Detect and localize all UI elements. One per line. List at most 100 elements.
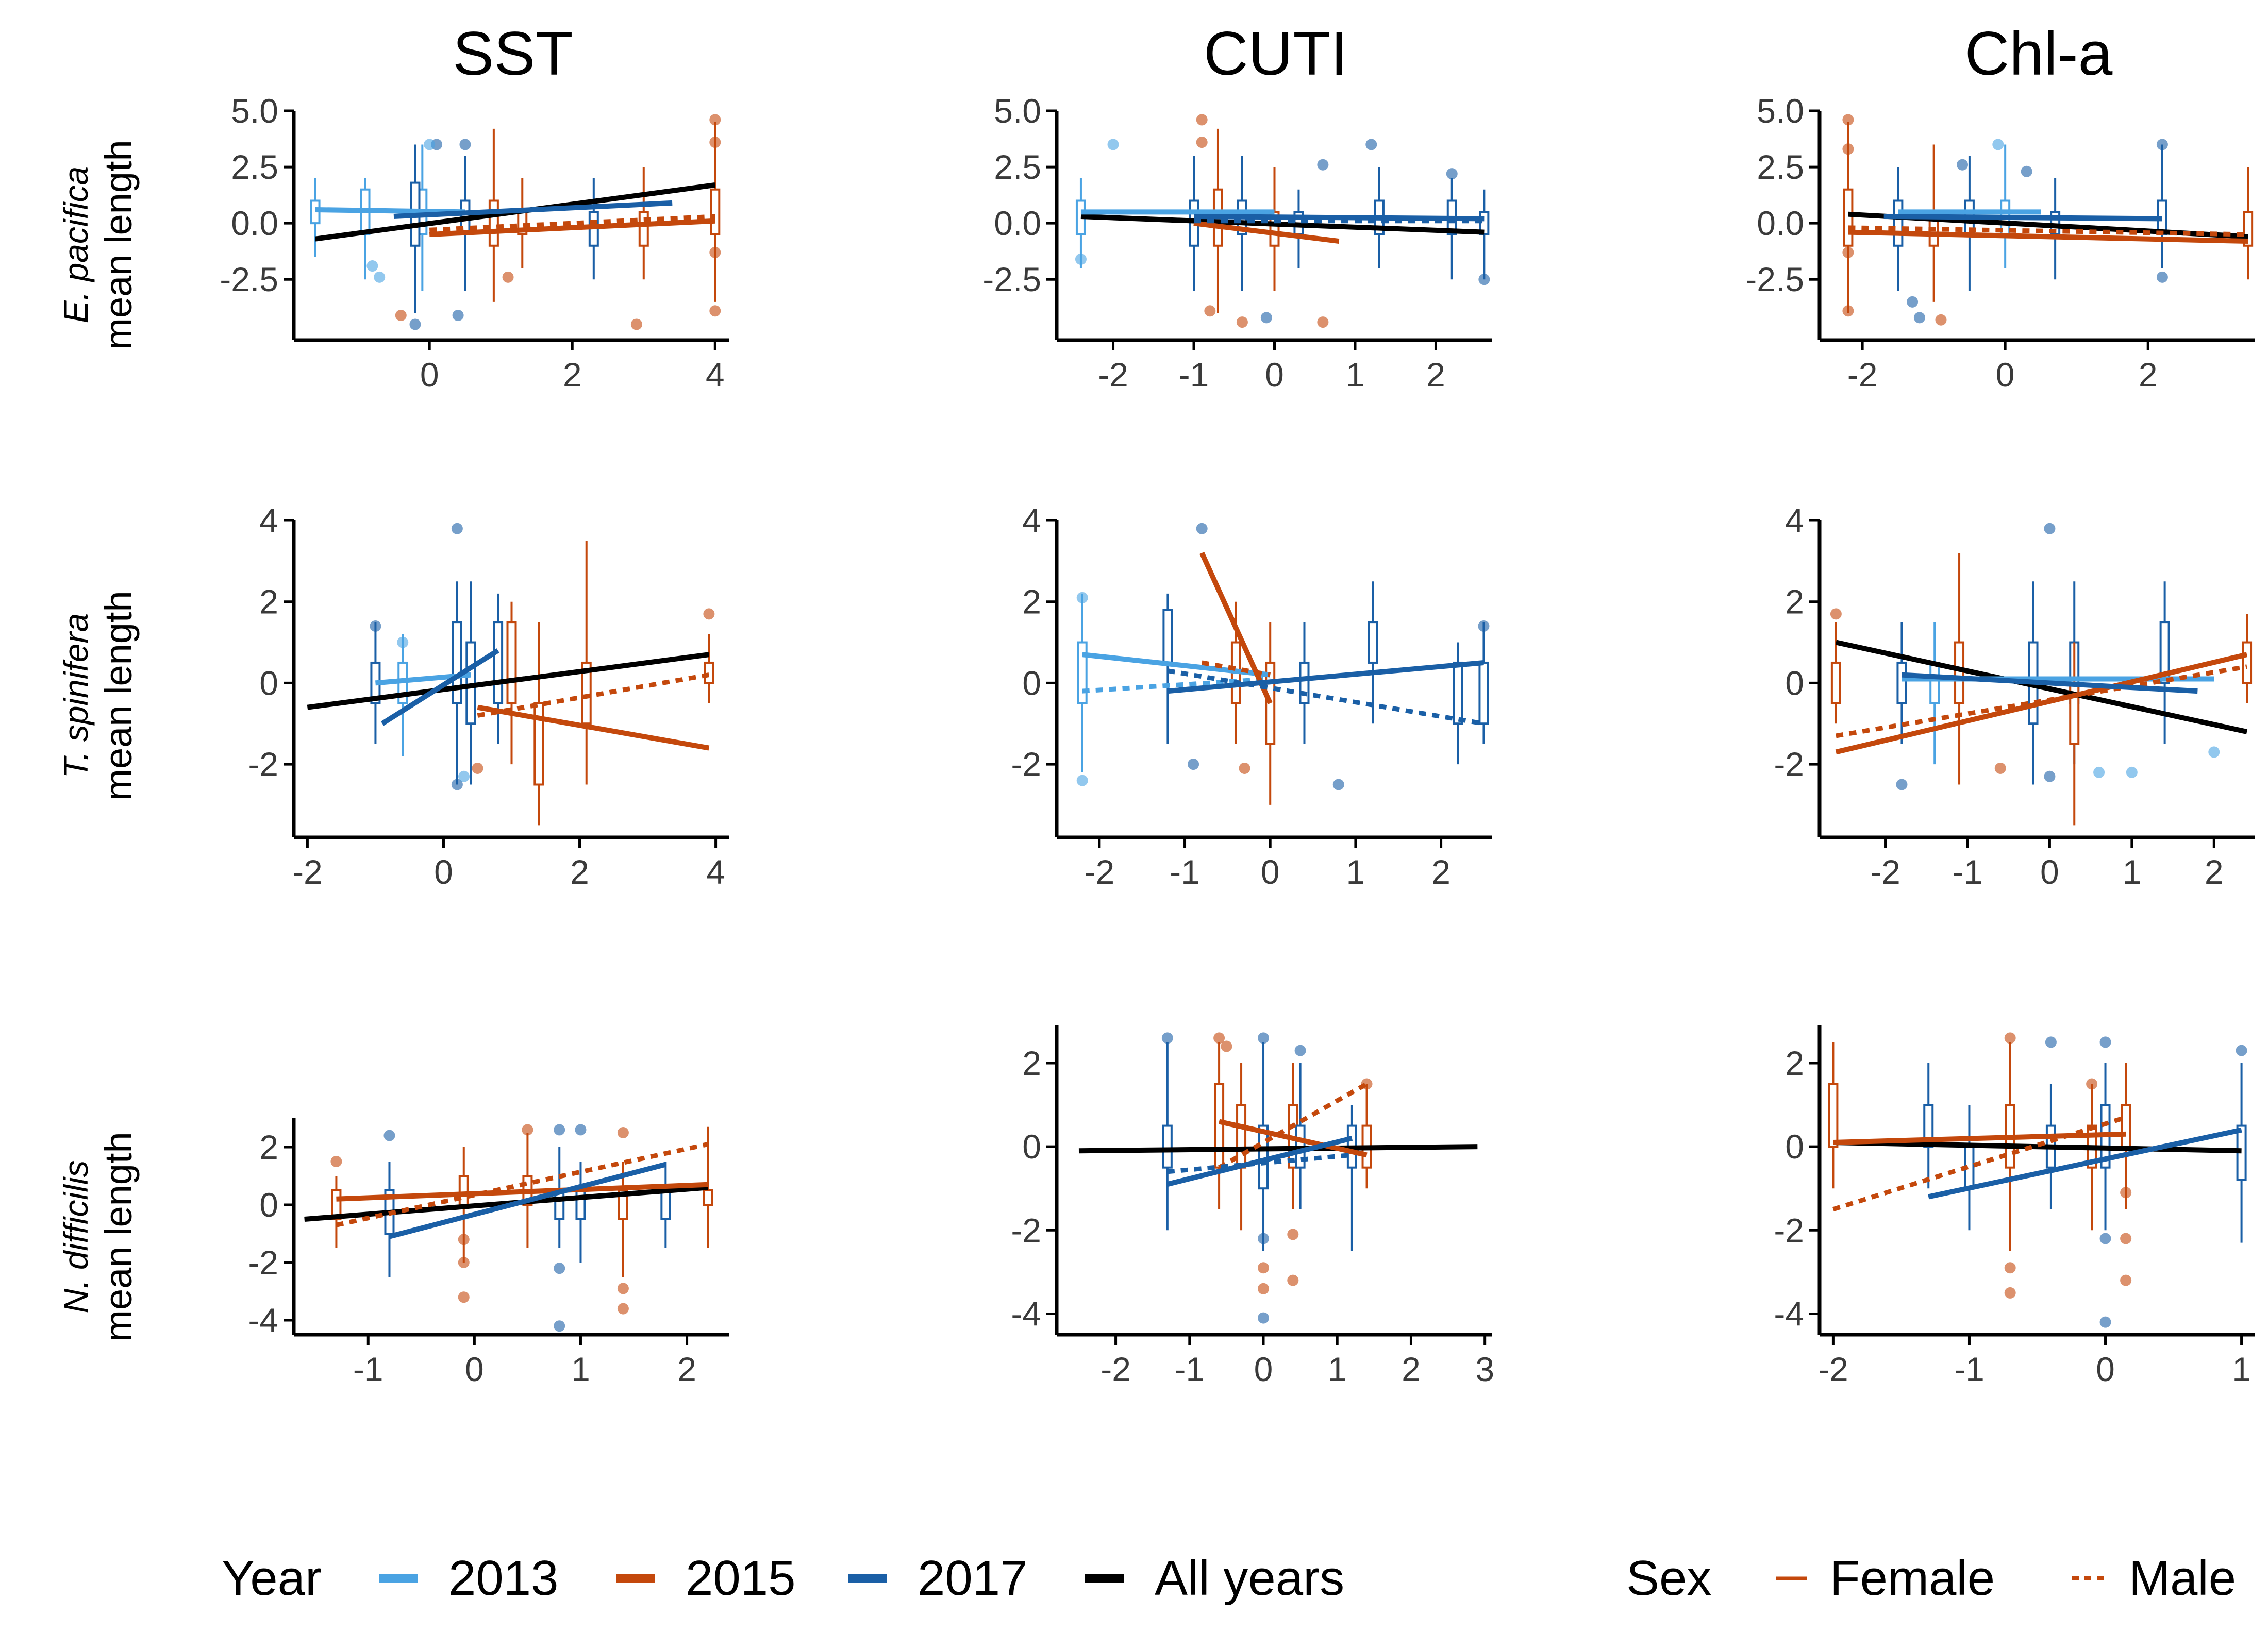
y-tick-label: -4 [1774, 1294, 1804, 1333]
x-tick-label: 1 [2122, 853, 2141, 891]
y-tick-label: 0 [1022, 1128, 1041, 1166]
regression-line-2013-female [315, 207, 465, 215]
outlier-point-2015 [2086, 1078, 2098, 1090]
outlier-point-2013 [1076, 775, 1088, 786]
box-body-2017 [452, 621, 462, 704]
regression-line-2017-male [1167, 1152, 1353, 1174]
y-tick-label: -2.5 [982, 260, 1041, 298]
outlier-point-2017 [1258, 1032, 1270, 1044]
box-body-2017 [1478, 661, 1489, 725]
box-body-2017 [1896, 661, 1907, 704]
outlier-point-2015 [2120, 1233, 2132, 1244]
outlier-point-2015 [1236, 316, 1248, 328]
x-tick-label: 0 [1996, 356, 2015, 394]
regression-line-2015-female [336, 1182, 708, 1202]
box-body-2017 [1299, 661, 1310, 704]
y-tick-label: -2.5 [220, 260, 278, 298]
outlier-point-2013 [1075, 253, 1087, 265]
outlier-point-2015 [1239, 762, 1250, 774]
outlier-point-2017 [1258, 1312, 1270, 1324]
outlier-point-2017 [1332, 779, 1344, 790]
box-body-2017 [493, 621, 504, 704]
y-tick-label: 2 [1022, 1044, 1041, 1082]
regression-line-2017-female [1167, 660, 1484, 694]
legend-label-female: Female [1830, 1551, 1995, 1606]
panel-t-spinifera-chl-a: -2 -1 0 1 2 4 2 0 -2 [1774, 501, 2255, 891]
regression-line-2015-male [1836, 664, 2247, 738]
outlier-point-2015 [617, 1303, 629, 1315]
outlier-point-2017 [1317, 159, 1329, 171]
y-tick-label: 0.0 [231, 204, 278, 242]
legend-year-title: Year [222, 1551, 322, 1606]
outlier-point-2017 [451, 523, 463, 534]
legend-sex-title: Sex [1626, 1551, 1711, 1606]
legend-year: Year 2013 2015 2017 All years [222, 1551, 1344, 1606]
outlier-point-2017 [1260, 312, 1272, 324]
regression-line-2015-female [1833, 1131, 2126, 1146]
outlier-point-2015 [1830, 608, 1842, 620]
y-tick-label: 2.5 [231, 148, 278, 186]
box-body-2015 [2121, 1104, 2131, 1148]
y-tick-label: 0.0 [1757, 204, 1804, 242]
panel-e-pacifica-cuti: -2 -1 0 1 2 5.0 2.5 0.0 -2.5 [982, 92, 1492, 394]
outlier-point-2017 [1478, 620, 1490, 632]
outlier-point-2015 [1258, 1283, 1270, 1294]
outlier-point-2015 [709, 114, 721, 126]
y-tick-label: 0 [259, 1186, 278, 1224]
outlier-point-2015 [617, 1283, 629, 1294]
x-tick-label: 2 [1426, 356, 1445, 394]
y-tick-label: 2.5 [994, 148, 1041, 186]
x-tick-label: 1 [2232, 1350, 2251, 1388]
outlier-point-2017 [2099, 1316, 2111, 1328]
panel-e-pacifica-chl-a: -2 0 2 5.0 2.5 0.0 -2.5 [1745, 92, 2255, 394]
x-tick-label: 4 [706, 853, 725, 891]
box-body-2015 [1830, 661, 1841, 704]
outlier-point-2017 [2236, 1045, 2247, 1056]
outlier-point-2015 [1196, 114, 1208, 126]
outlier-point-2015 [2120, 1274, 2132, 1286]
outlier-point-2015 [703, 608, 715, 620]
outlier-point-2013 [424, 139, 436, 150]
outlier-point-2017 [459, 139, 471, 150]
outlier-point-2015 [458, 1234, 470, 1246]
row-species-label: E. pacifica [57, 166, 95, 323]
row-label-2: T. spinifera mean length [57, 591, 140, 800]
y-tick-label: 0 [1785, 664, 1804, 702]
x-tick-label: 2 [1402, 1350, 1421, 1388]
box-body-2015 [1236, 1104, 1247, 1169]
outlier-point-2017 [1365, 139, 1377, 150]
x-tick-label: -2 [1098, 356, 1128, 394]
row-label-3: N. difficilis mean length [57, 1132, 140, 1341]
box-body-2015 [533, 702, 544, 786]
y-tick-label: 2 [1022, 583, 1041, 621]
outlier-point-2017 [1294, 1045, 1306, 1056]
y-tick-label: 0.0 [994, 204, 1041, 242]
box-body-2015 [488, 199, 499, 247]
y-tick-label: 4 [1785, 501, 1804, 540]
regression-line-2017-female [1883, 214, 2162, 222]
outlier-point-2015 [472, 762, 483, 774]
outlier-point-2017 [2156, 139, 2168, 150]
column-title-cuti: CUTI [1204, 19, 1348, 88]
row-label-1: E. pacifica mean length [57, 140, 140, 349]
panel-n-difficilis-cuti: -2 -1 0 1 2 3 2 0 -2 -4 [1011, 1025, 1494, 1388]
outlier-point-2015 [617, 1127, 629, 1138]
outlier-point-2017 [1478, 274, 1490, 285]
y-tick-label: 4 [1022, 501, 1041, 540]
x-tick-label: -2 [292, 853, 323, 891]
outlier-point-2015 [330, 1156, 342, 1167]
outlier-point-2017 [1913, 312, 1925, 324]
outlier-point-2015 [1842, 305, 1854, 317]
column-title-chla: Chl-a [1965, 19, 2113, 88]
outlier-point-2017 [451, 779, 463, 790]
outlier-point-2013 [2126, 766, 2138, 778]
box-body-2015 [638, 211, 649, 247]
box-body-2015 [703, 1189, 713, 1206]
x-tick-label: 1 [1346, 356, 1365, 394]
box-body-2015 [581, 661, 592, 725]
regression-line-2017-female [1166, 1136, 1353, 1187]
regression-line-2015-female [1193, 221, 1340, 244]
outlier-point-2015 [1196, 137, 1208, 148]
y-tick-label: 2.5 [1757, 148, 1804, 186]
x-tick-label: -2 [1847, 356, 1878, 394]
